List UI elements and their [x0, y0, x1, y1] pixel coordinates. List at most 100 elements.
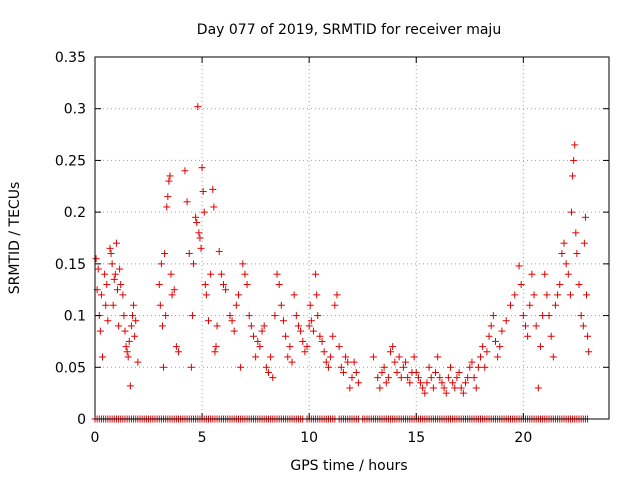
x-tick-label: 15: [407, 430, 425, 446]
data-point: [107, 250, 115, 258]
data-point: [487, 322, 495, 330]
x-tick-label: 20: [514, 430, 532, 446]
data-point: [121, 327, 129, 335]
data-point: [239, 260, 247, 268]
data-point: [530, 291, 538, 299]
data-point: [472, 384, 480, 392]
data-point: [130, 301, 138, 309]
data-point: [457, 384, 465, 392]
data-point: [438, 379, 446, 387]
y-tick-label: 0: [77, 412, 86, 428]
data-point: [126, 382, 134, 390]
data-point: [451, 384, 459, 392]
data-point: [580, 239, 588, 247]
data-point: [346, 384, 354, 392]
data-point: [483, 348, 491, 356]
data-point: [228, 317, 236, 325]
data-point: [215, 247, 223, 255]
data-point: [207, 270, 215, 278]
data-point: [581, 213, 589, 221]
x-tick-label: 5: [198, 430, 207, 446]
data-point: [299, 337, 307, 345]
data-point: [103, 281, 111, 289]
data-point: [376, 384, 384, 392]
data-point: [245, 312, 253, 320]
data-point: [536, 343, 544, 351]
data-point: [123, 348, 131, 356]
data-point: [164, 193, 172, 201]
data-point: [391, 358, 399, 366]
data-point: [549, 353, 557, 361]
data-point: [113, 286, 121, 294]
data-point: [102, 301, 110, 309]
data-point: [232, 301, 240, 309]
data-point: [342, 353, 350, 361]
data-point: [199, 187, 207, 195]
data-point: [252, 353, 260, 361]
data-point: [344, 358, 352, 366]
data-point: [196, 234, 204, 242]
axis-ticks: [94, 56, 609, 420]
data-point: [466, 363, 474, 371]
data-point: [286, 343, 294, 351]
data-point: [569, 172, 577, 180]
data-point: [175, 348, 183, 356]
data-point: [558, 250, 566, 258]
y-tick-label: 0.05: [55, 360, 86, 376]
data-point: [97, 291, 105, 299]
x-tick-label: 0: [91, 430, 100, 446]
data-point: [585, 348, 593, 356]
data-point: [468, 358, 476, 366]
data-point: [197, 244, 205, 252]
data-point: [404, 374, 412, 382]
data-point: [119, 291, 127, 299]
data-point: [230, 327, 238, 335]
data-point: [104, 317, 112, 325]
data-point: [517, 281, 525, 289]
data-point: [521, 322, 529, 330]
data-point: [305, 322, 313, 330]
data-point: [161, 250, 169, 258]
data-point: [564, 270, 572, 278]
data-point: [322, 358, 330, 366]
data-point: [421, 389, 429, 397]
data-point: [106, 244, 114, 252]
data-point: [528, 270, 536, 278]
data-point: [271, 312, 279, 320]
data-point: [273, 270, 281, 278]
data-point: [290, 291, 298, 299]
data-point: [442, 389, 450, 397]
data-point: [247, 322, 255, 330]
data-point: [417, 379, 425, 387]
data-points: [91, 103, 593, 423]
data-point: [292, 312, 300, 320]
data-point: [190, 260, 198, 268]
data-point: [568, 208, 576, 216]
data-point: [277, 301, 285, 309]
data-point: [337, 363, 345, 371]
data-point: [112, 239, 120, 247]
data-point: [128, 312, 136, 320]
data-point: [181, 167, 189, 175]
data-point: [275, 281, 283, 289]
data-point: [479, 343, 487, 351]
data-point: [333, 291, 341, 299]
data-point: [157, 260, 165, 268]
data-point: [545, 312, 553, 320]
data-point: [256, 343, 264, 351]
data-point: [201, 281, 209, 289]
data-point: [193, 218, 201, 226]
data-point: [395, 353, 403, 361]
data-point: [387, 348, 395, 356]
data-point: [306, 301, 314, 309]
data-point: [354, 379, 362, 387]
data-point: [414, 374, 422, 382]
data-point: [220, 281, 227, 289]
data-point: [96, 327, 104, 335]
data-point: [423, 379, 431, 387]
data-point: [194, 103, 202, 111]
data-point: [120, 312, 128, 320]
grid-lines: [95, 57, 609, 419]
data-point: [348, 374, 356, 382]
